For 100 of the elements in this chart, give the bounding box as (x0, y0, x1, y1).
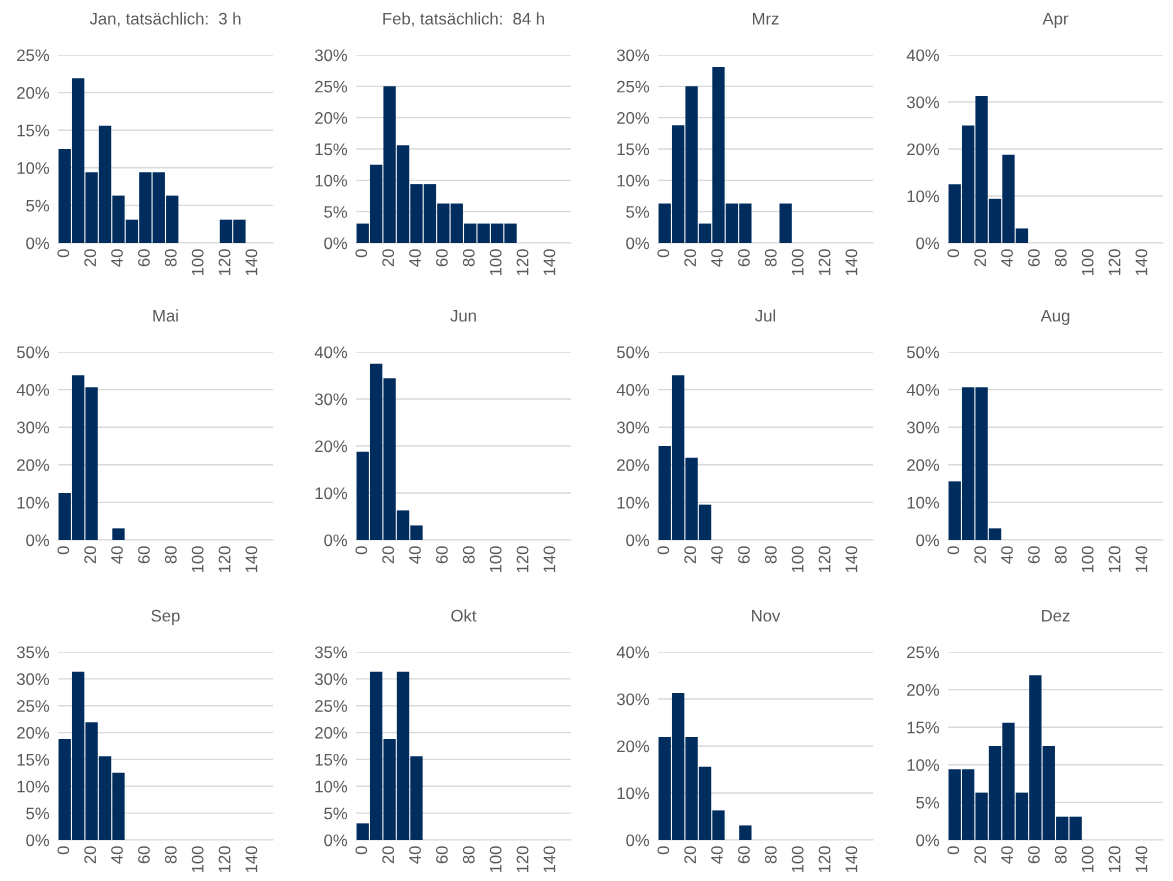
x-tick-label: 0 (57, 546, 70, 555)
bar (779, 203, 792, 243)
x-tick-label: 40 (711, 546, 723, 564)
y-tick-label: 20% (315, 726, 348, 739)
x-tick-label: 100 (791, 846, 804, 873)
x-tick-label: 100 (791, 546, 804, 573)
x-tick-label: 20 (84, 846, 97, 864)
x-tick-label: 120 (1108, 546, 1121, 573)
y-tick-label: 20% (17, 459, 50, 471)
chart-title: Mai (153, 309, 178, 322)
x-tick-label: 140 (543, 846, 556, 873)
y-tick-label: 25% (17, 700, 50, 712)
x-tick-label: 20 (382, 546, 395, 564)
x-tick-label: 0 (57, 846, 70, 855)
x-tick-label: 60 (436, 249, 448, 267)
y-tick-label: 25% (315, 80, 348, 93)
y-tick-label: 0% (626, 834, 650, 847)
x-tick-label: 40 (711, 846, 723, 864)
x-tick-label: 20 (684, 846, 697, 864)
x-tick-label: 140 (845, 546, 858, 573)
chart-title: Jan, tatsächlich: 3 h (89, 12, 241, 27)
y-tick-label: 40% (616, 646, 650, 659)
x-tick-label: 0 (947, 249, 960, 258)
y-tick-label: 30% (616, 693, 650, 706)
y-tick-label: 50% (16, 346, 50, 359)
x-tick-label: 40 (1001, 546, 1013, 564)
x-tick-label: 20 (684, 249, 697, 267)
x-tick-label: 60 (738, 546, 750, 564)
x-tick-label: 80 (1054, 249, 1067, 267)
x-tick-label: 60 (1028, 546, 1040, 564)
x-tick-label: 100 (1081, 546, 1094, 573)
chart-title: Nov (752, 609, 781, 622)
x-tick-label: 120 (218, 846, 231, 873)
y-tick-label: 0% (916, 237, 940, 250)
chart-title: Aug (1040, 309, 1070, 325)
y-tick-label: 20% (17, 87, 50, 99)
y-tick-label: 0% (626, 534, 650, 547)
x-tick-label: 20 (84, 249, 97, 267)
y-tick-label: 5% (324, 807, 348, 820)
x-tick-label: 120 (516, 249, 529, 276)
x-tick-label: 40 (111, 846, 123, 864)
x-tick-label: 0 (947, 846, 960, 855)
x-tick-label: 120 (218, 546, 231, 573)
y-tick-label: 20% (617, 459, 650, 471)
y-tick-label: 40% (906, 384, 940, 396)
x-tick-label: 20 (382, 846, 395, 864)
x-tick-label: 60 (1028, 846, 1040, 864)
x-tick-label: 40 (409, 249, 421, 267)
y-tick-label: 10% (907, 759, 940, 771)
x-tick-label: 120 (516, 846, 529, 873)
y-tick-label: 30% (906, 96, 940, 109)
y-tick-label: 15% (17, 124, 50, 137)
x-tick-label: 0 (657, 249, 670, 258)
y-tick-label: 10% (17, 780, 50, 793)
y-tick-label: 40% (906, 49, 940, 62)
y-tick-label: 10% (907, 190, 940, 203)
y-tick-label: 10% (315, 487, 348, 500)
y-tick-label: 30% (16, 673, 50, 686)
x-tick-label: 140 (1135, 249, 1148, 276)
y-tick-label: 20% (907, 459, 940, 471)
x-tick-label: 100 (1081, 249, 1094, 276)
x-tick-label: 0 (657, 846, 670, 855)
x-tick-label: 40 (111, 249, 123, 267)
y-tick-label: 5% (916, 796, 940, 809)
y-tick-label: 30% (616, 421, 650, 434)
y-tick-label: 0% (324, 237, 348, 250)
y-tick-label: 25% (17, 49, 50, 62)
x-tick-label: 0 (57, 249, 70, 258)
x-tick-label: 100 (1081, 846, 1094, 873)
chart-title: Feb, tatsächlich: 84 h (383, 12, 544, 27)
y-tick-label: 10% (617, 787, 650, 800)
x-tick-label: 60 (1028, 249, 1040, 267)
x-tick-label: 20 (974, 249, 987, 267)
chart-title: Jul (755, 309, 776, 322)
bar (739, 825, 752, 840)
x-tick-label: 20 (684, 546, 697, 564)
y-tick-label: 20% (17, 726, 50, 739)
y-tick-label: 40% (16, 384, 50, 396)
x-tick-label: 20 (84, 546, 97, 564)
x-tick-label: 140 (543, 249, 556, 276)
x-tick-label: 100 (489, 249, 502, 276)
y-tick-label: 30% (906, 421, 940, 434)
y-tick-label: 0% (26, 237, 50, 250)
y-tick-label: 10% (315, 174, 348, 187)
y-tick-label: 35% (16, 646, 50, 659)
y-tick-label: 30% (314, 49, 348, 62)
y-tick-label: 25% (315, 700, 348, 712)
y-tick-label: 5% (26, 199, 50, 212)
y-tick-label: 10% (907, 496, 940, 509)
y-tick-label: 0% (26, 834, 50, 847)
chart-title: Apr (1042, 12, 1069, 28)
y-tick-label: 20% (617, 740, 650, 753)
x-tick-label: 100 (489, 546, 502, 573)
x-tick-label: 60 (138, 249, 150, 267)
x-tick-label: 80 (764, 846, 777, 864)
x-tick-label: 120 (818, 846, 831, 873)
x-tick-label: 80 (764, 249, 777, 267)
y-tick-label: 30% (314, 393, 348, 406)
x-tick-label: 120 (818, 546, 831, 573)
y-tick-label: 20% (907, 684, 940, 696)
